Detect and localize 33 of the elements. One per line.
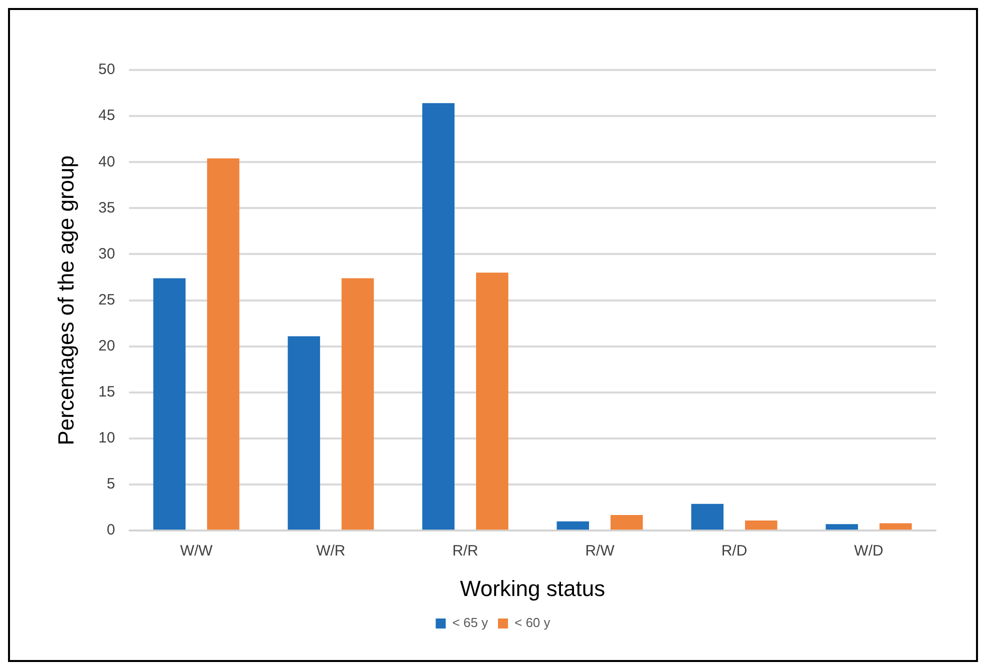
- x-axis-title: Working status: [460, 576, 606, 601]
- y-tick-label: 25: [98, 291, 116, 308]
- x-tick-label: W/W: [180, 542, 214, 560]
- y-tick-label: 20: [98, 338, 116, 354]
- bar: [880, 523, 912, 530]
- bar: [556, 521, 590, 530]
- bar: [826, 524, 858, 530]
- x-tick-label: R/R: [452, 542, 478, 560]
- bar: [288, 336, 320, 530]
- y-tick-label: 10: [98, 430, 116, 447]
- y-tick-label: 35: [98, 199, 116, 216]
- x-tick-label: R/D: [721, 542, 748, 560]
- x-tick-label: W/D: [854, 542, 884, 560]
- bar: [153, 278, 186, 530]
- bar: [342, 278, 374, 530]
- bar: [610, 514, 643, 530]
- y-tick-label: 5: [106, 476, 116, 493]
- bar: [476, 272, 508, 530]
- y-tick-label: 45: [98, 107, 116, 124]
- bar: [691, 504, 724, 530]
- bar: [207, 158, 240, 530]
- y-tick-label: 15: [98, 384, 116, 401]
- y-tick-label: 0: [106, 522, 116, 539]
- x-tick-label: W/R: [316, 542, 346, 560]
- bar: [745, 520, 778, 530]
- y-tick-label: 50: [98, 61, 116, 78]
- legend-label: < 60 y: [514, 615, 551, 630]
- bar: [422, 103, 455, 530]
- y-tick-label: 40: [98, 153, 116, 170]
- y-tick-label: 30: [98, 245, 116, 262]
- y-axis-title: Percentages of the age group: [53, 155, 78, 446]
- x-tick-label: R/W: [585, 542, 616, 560]
- legend-label: < 65 y: [452, 615, 488, 630]
